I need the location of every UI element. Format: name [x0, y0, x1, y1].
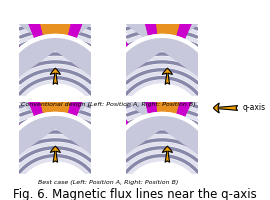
- Polygon shape: [15, 0, 42, 39]
- Polygon shape: [84, 82, 129, 129]
- Polygon shape: [177, 63, 206, 117]
- Polygon shape: [91, 85, 137, 131]
- Polygon shape: [0, 85, 20, 131]
- Polygon shape: [204, 99, 255, 139]
- Polygon shape: [54, 9, 126, 89]
- Polygon shape: [0, 7, 20, 53]
- Polygon shape: [206, 105, 270, 167]
- Polygon shape: [91, 7, 137, 53]
- Polygon shape: [204, 21, 255, 61]
- Polygon shape: [84, 82, 129, 129]
- Polygon shape: [22, 59, 89, 115]
- Polygon shape: [0, 90, 17, 167]
- Polygon shape: [22, 0, 89, 37]
- Polygon shape: [0, 7, 20, 53]
- Polygon shape: [84, 4, 129, 51]
- Polygon shape: [1, 102, 109, 167]
- Polygon shape: [0, 90, 17, 167]
- Polygon shape: [54, 87, 126, 167]
- Polygon shape: [68, 62, 96, 117]
- Polygon shape: [143, 59, 199, 116]
- Polygon shape: [108, 102, 216, 167]
- Polygon shape: [68, 62, 96, 117]
- Polygon shape: [177, 0, 206, 39]
- Polygon shape: [15, 62, 42, 117]
- Polygon shape: [177, 0, 206, 39]
- Polygon shape: [136, 59, 156, 114]
- Polygon shape: [68, 0, 96, 39]
- Polygon shape: [143, 0, 199, 38]
- Polygon shape: [143, 59, 199, 116]
- Text: Conventional design (Left: Position A, Right: Position B): Conventional design (Left: Position A, R…: [21, 102, 196, 107]
- Polygon shape: [22, 0, 89, 37]
- Polygon shape: [206, 27, 270, 89]
- Polygon shape: [15, 62, 42, 117]
- Polygon shape: [204, 21, 255, 61]
- Text: Fig. 6. Magnetic flux lines near the q-axis: Fig. 6. Magnetic flux lines near the q-a…: [13, 188, 257, 200]
- Polygon shape: [1, 24, 109, 89]
- Polygon shape: [206, 27, 270, 89]
- Polygon shape: [68, 0, 96, 39]
- Polygon shape: [136, 0, 156, 36]
- Polygon shape: [93, 12, 163, 89]
- Polygon shape: [108, 24, 216, 89]
- Polygon shape: [91, 85, 137, 131]
- Polygon shape: [0, 85, 20, 131]
- Polygon shape: [91, 7, 137, 53]
- Polygon shape: [84, 4, 129, 51]
- Polygon shape: [136, 59, 156, 114]
- Polygon shape: [136, 0, 156, 36]
- Polygon shape: [93, 90, 163, 167]
- Polygon shape: [204, 99, 255, 139]
- Polygon shape: [206, 105, 270, 167]
- Polygon shape: [54, 87, 126, 167]
- Polygon shape: [54, 9, 126, 89]
- Text: Best case (Left: Position A, Right: Position B): Best case (Left: Position A, Right: Posi…: [39, 180, 179, 185]
- Polygon shape: [93, 90, 163, 167]
- Polygon shape: [22, 59, 89, 115]
- Polygon shape: [15, 0, 42, 39]
- Polygon shape: [93, 12, 163, 89]
- Polygon shape: [177, 63, 206, 117]
- Text: q-axis: q-axis: [243, 104, 266, 112]
- Polygon shape: [0, 12, 17, 89]
- Polygon shape: [143, 0, 199, 38]
- Polygon shape: [0, 12, 17, 89]
